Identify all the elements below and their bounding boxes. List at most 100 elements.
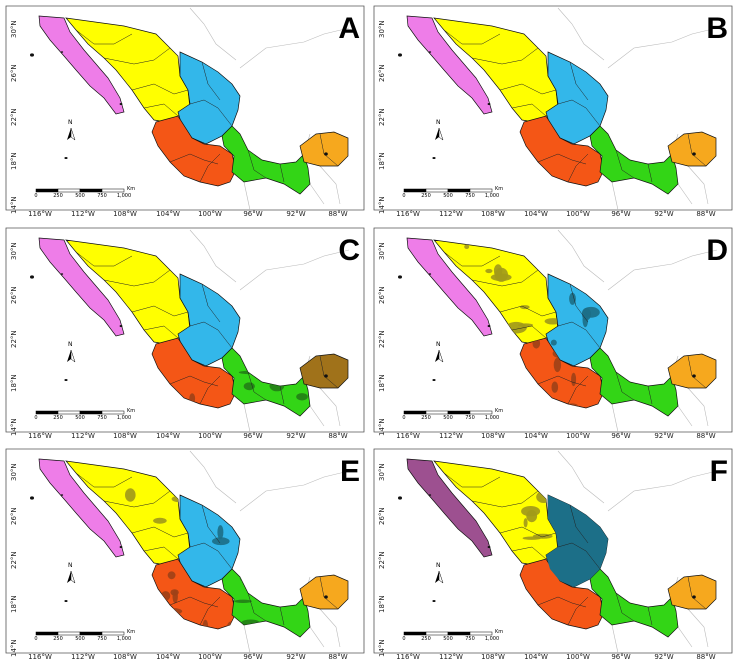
island	[30, 53, 34, 57]
region-blue	[545, 51, 609, 145]
region-pink	[38, 237, 125, 337]
island	[324, 374, 328, 378]
panel-letter: C	[338, 234, 360, 267]
state-border	[199, 596, 221, 626]
region-blue	[177, 494, 241, 588]
longitude-label: 112°W	[439, 432, 463, 440]
latitude-label: 14°N	[10, 639, 18, 657]
island	[398, 275, 402, 279]
panel-letter: E	[339, 455, 360, 488]
state-border	[569, 283, 589, 323]
region-pink	[406, 237, 493, 337]
scale-bar-label: 750	[465, 636, 475, 642]
scale-bar	[403, 410, 493, 415]
longitude-label: 92°W	[654, 653, 674, 661]
state-border	[687, 133, 707, 167]
latitude-label: 14°N	[378, 639, 386, 657]
north-label: N	[436, 341, 441, 348]
latitude-label: 26°N	[10, 64, 18, 82]
latitude-label: 26°N	[10, 507, 18, 525]
scale-bar-label: 250	[53, 415, 63, 421]
longitude-label: 112°W	[71, 653, 95, 661]
map-svg	[373, 448, 733, 654]
scale-bar-label: 1,000	[116, 636, 132, 642]
region-orange	[299, 353, 349, 389]
state-border	[557, 321, 601, 349]
longitude-label: 100°W	[198, 653, 222, 661]
panel-letter: F	[709, 455, 728, 488]
scale-bar-label: 500	[75, 415, 85, 421]
state-border	[201, 283, 221, 323]
scale-bar-label: 1,000	[116, 193, 132, 199]
scale-bar-unit: Km	[127, 408, 136, 414]
latitude-label: 26°N	[378, 64, 386, 82]
state-border	[443, 29, 501, 45]
scale-bar-label: 750	[97, 193, 107, 199]
map-panel-d: D 30°N 26°N 22°N 18°N 14°N 116°W 112°W 108°W 104°…	[372, 226, 734, 444]
state-border	[511, 546, 547, 560]
longitude-label: 104°W	[156, 432, 180, 440]
scale-bar	[35, 410, 125, 415]
scale-bar-label: 250	[421, 193, 431, 199]
longitude-label: 116°W	[396, 432, 420, 440]
longitude-label: 100°W	[566, 653, 590, 661]
state-border	[537, 153, 587, 165]
longitude-label: 96°W	[611, 653, 631, 661]
longitude-label: 104°W	[156, 210, 180, 218]
island	[398, 53, 402, 57]
region-green	[221, 568, 311, 638]
map-panel-b: B 30°N 26°N 22°N 18°N 14°N 116°W 112°W 108°W 104°…	[372, 4, 734, 222]
state-border	[615, 149, 635, 179]
state-border	[189, 99, 233, 127]
latitude-label: 14°N	[10, 196, 18, 214]
state-border	[201, 504, 221, 544]
scale-bar-label: 500	[75, 193, 85, 199]
island	[428, 494, 432, 496]
scale-bar-unit: Km	[495, 408, 504, 414]
north-arrow-icon	[435, 349, 444, 363]
latitude-label: 14°N	[10, 418, 18, 436]
state-border	[103, 490, 171, 508]
neighbor-borders	[557, 229, 718, 433]
latitude-label: 18°N	[378, 595, 386, 613]
longitude-label: 100°W	[198, 210, 222, 218]
island	[64, 600, 68, 602]
state-border	[201, 61, 221, 101]
scale-bar-label: 750	[465, 415, 475, 421]
longitude-label: 92°W	[654, 432, 674, 440]
map-panel-f: F 30°N 26°N 22°N 18°N 14°N 116°W 112°W 108°W 104°…	[372, 447, 734, 665]
north-label: N	[68, 562, 73, 569]
region-blue	[177, 51, 241, 145]
scale-bar	[35, 631, 125, 636]
region-orange	[667, 353, 717, 389]
latitude-label: 26°N	[378, 286, 386, 304]
island	[119, 546, 123, 548]
scale-bar-label: 0	[34, 193, 38, 199]
longitude-label: 96°W	[243, 432, 263, 440]
state-border	[567, 375, 589, 405]
state-border	[569, 504, 589, 544]
region-orange	[299, 131, 349, 167]
state-border	[647, 163, 653, 183]
scale-bar-unit: Km	[495, 186, 504, 192]
longitude-label: 96°W	[611, 432, 631, 440]
longitude-label: 100°W	[566, 210, 590, 218]
longitude-label: 108°W	[481, 653, 505, 661]
region-pink	[406, 458, 493, 558]
region-blue	[177, 273, 241, 367]
scale-bar	[403, 188, 493, 193]
state-border	[75, 251, 133, 267]
state-border	[131, 305, 189, 317]
latitude-label: 26°N	[10, 286, 18, 304]
region-red	[519, 115, 605, 187]
state-border	[567, 153, 589, 183]
longitude-label: 104°W	[524, 210, 548, 218]
island	[432, 157, 436, 159]
longitude-label: 88°W	[328, 653, 348, 661]
state-border	[647, 606, 653, 626]
state-border	[511, 103, 547, 117]
state-border	[169, 153, 219, 165]
longitude-label: 88°W	[328, 210, 348, 218]
island	[119, 103, 123, 105]
